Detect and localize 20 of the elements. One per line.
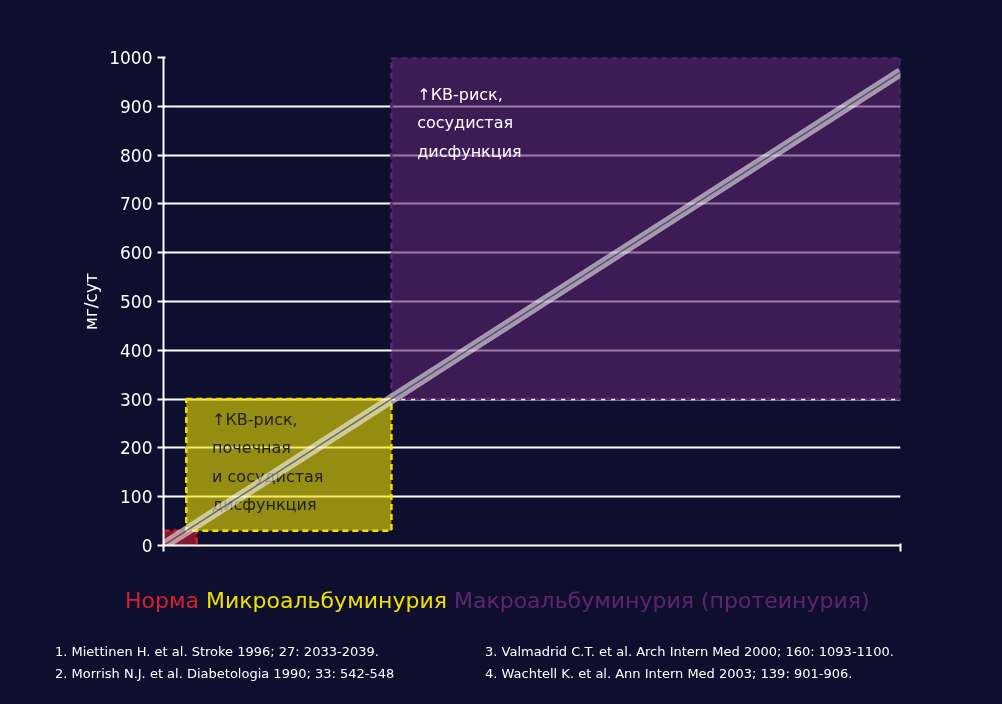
y-tick-label: 600 xyxy=(120,243,153,264)
text: 3. Valmadrid C.T. et al. Arch Intern Med 2000; 160: 1093-1100. xyxy=(485,644,894,659)
y-tick-label: 300 xyxy=(120,389,153,410)
y-tick-label: 900 xyxy=(120,96,153,117)
y-axis-title: мг/сут xyxy=(81,273,102,330)
y-tick-label: 1000 xyxy=(109,48,153,68)
text: 1. Miettinen H. et al. Stroke 1996; 27: 2033-2039. xyxy=(55,644,379,659)
y-tick-label: 200 xyxy=(120,438,153,459)
band-label: Микроальбуминурия xyxy=(206,588,447,613)
text: 4. Wachtell K. et al. Ann Intern Med 2003; 139: 901-906. xyxy=(485,666,853,681)
band-label: Макроальбуминурия (протеинурия) xyxy=(453,588,870,613)
y-tick-label: 800 xyxy=(120,145,153,166)
text: 2. Morrish N.J. et al. Diabetologia 1990; 33: 542-548 xyxy=(55,666,395,681)
y-tick-label: 400 xyxy=(120,340,153,361)
y-tick-label: 700 xyxy=(120,194,153,215)
y-tick-label: 0 xyxy=(141,536,153,556)
band-label: Норма xyxy=(125,588,200,613)
y-tick-label: 100 xyxy=(120,487,153,508)
y-tick-label: 500 xyxy=(120,292,153,312)
annotation: ↑КВ-риск, сосудистая дисфункция xyxy=(417,84,522,161)
